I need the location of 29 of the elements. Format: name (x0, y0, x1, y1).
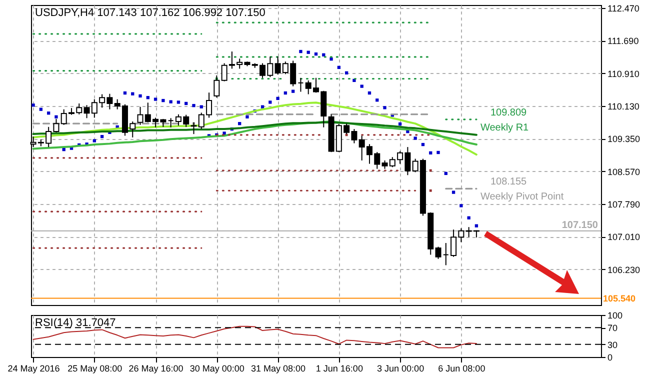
y-tick-label: 107.790 (608, 200, 640, 210)
x-tick-label: 24 May 2016 (8, 364, 60, 374)
y-tick-label: 110.910 (608, 68, 640, 79)
data-label: 108.155 (490, 176, 528, 188)
chart-title: RSI(14) 31.7047 (35, 317, 116, 329)
y-tick-label: 109.350 (608, 134, 640, 144)
y-tick-label: 112.470 (608, 3, 640, 14)
y-tick-label: 108.570 (608, 166, 640, 177)
x-tick-label: 1 Jun 16:00 (316, 364, 363, 374)
ref-line-label: 107.150 (562, 220, 598, 231)
series-label: Weekly R1 (480, 122, 530, 134)
y-tick-label: 100 (608, 310, 623, 320)
y-tick-label: 111.690 (608, 36, 639, 46)
y-tick-label: 106.230 (608, 264, 640, 275)
x-tick-label: 3 Jun 00:00 (377, 364, 424, 374)
x-tick-label: 6 Jun 08:00 (438, 364, 486, 374)
x-tick-label: 30 May 00:00 (190, 364, 244, 374)
series-label: Weekly Pivot Point (480, 192, 564, 203)
x-tick-label: 31 May 08:00 (251, 364, 306, 374)
y-tick-label: 30 (608, 340, 618, 350)
data-label: 109.809 (490, 107, 528, 118)
y-tick-label: 110.130 (608, 101, 640, 112)
y-tick-label: 0 (608, 352, 613, 362)
chart-title: USDJPY,H4 107.143 107.162 106.992 107.150 (35, 7, 266, 19)
x-tick-label: 25 May 08:00 (68, 364, 122, 374)
y-tick-label: 107.010 (608, 232, 640, 242)
y-tick-label: 70 (608, 323, 618, 334)
x-tick-label: 26 May 16:00 (128, 364, 184, 374)
ref-line-label: 105.540 (603, 293, 636, 304)
